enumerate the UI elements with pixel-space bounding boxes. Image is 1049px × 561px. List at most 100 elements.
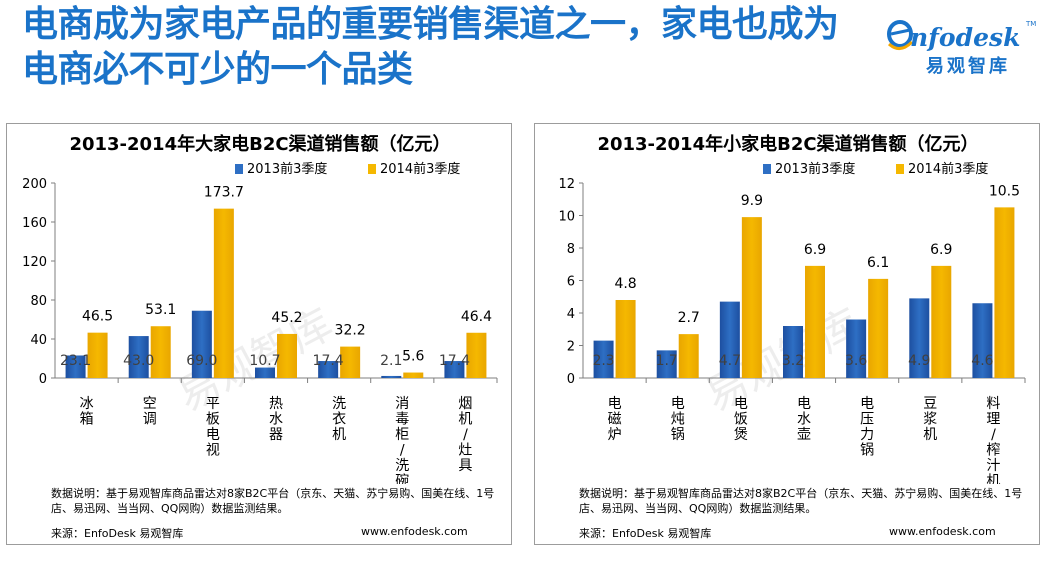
x-category-label: 洗衣机 [332, 396, 346, 443]
y-tick-label: 160 [22, 216, 47, 231]
bar-2013 [65, 355, 86, 378]
data-label-2014: 6.9 [930, 242, 952, 258]
bar-2014 [805, 265, 825, 378]
data-note: 数据说明：基于易观智库商品雷达对8家B2C平台（京东、天猫、苏宁易购、国美在线、… [579, 487, 1023, 515]
x-category-label: 消毒柜/洗碗机 [395, 396, 409, 484]
chart-panel-large-appliances: 2013-2014年大家电B2C渠道销售额（亿元） 易观智库 2013前3季度 201… [6, 123, 512, 545]
bar-2013 [255, 367, 275, 378]
chart-title: 2013-2014年小家电B2C渠道销售额（亿元） [597, 133, 978, 155]
data-label-2013: 4.7 [719, 353, 741, 369]
bar-2014 [340, 346, 361, 378]
x-category-label: 豆浆机 [923, 396, 937, 443]
data-label-2013: 17.4 [439, 353, 470, 369]
x-category-label: 烟机/灶具 [458, 396, 472, 474]
logo-wordmark: nfodesk [910, 23, 1020, 52]
bar-2014 [87, 332, 108, 378]
data-label-2013: 69.0 [186, 353, 217, 369]
bar-2013 [909, 298, 930, 378]
page-headline: 电商成为家电产品的重要销售渠道之一，家电也成为 电商必不可少的一个品类 [22, 2, 872, 92]
legend-swatch-2013 [763, 164, 771, 174]
data-label-2014: 4.8 [614, 276, 636, 292]
y-tick-label: 2 [567, 340, 575, 355]
data-label-2013: 2.3 [592, 353, 614, 369]
data-label-2013: 17.4 [313, 353, 344, 369]
bar-2013 [656, 350, 677, 378]
x-category-label: 电水壶 [797, 396, 811, 443]
data-label-2013: 3.2 [782, 353, 804, 369]
headline-line-1: 电商成为家电产品的重要销售渠道之一，家电也成为 [22, 4, 839, 45]
chart-title: 2013-2014年大家电B2C渠道销售额（亿元） [69, 133, 450, 155]
data-note: 数据说明：基于易观智库商品雷达对8家B2C平台（京东、天猫、苏宁易购、国美在线、… [51, 487, 495, 515]
bar-2014 [213, 208, 234, 378]
bar-2013 [719, 301, 740, 378]
source-url: www.enfodesk.com [889, 525, 996, 538]
bar-2013 [191, 310, 212, 378]
data-label-2014: 173.7 [204, 185, 244, 201]
x-category-label: 空调 [143, 396, 157, 428]
data-label-2013: 4.9 [908, 353, 930, 369]
legend-swatch-2014 [896, 164, 904, 174]
bar-2013 [318, 361, 339, 378]
data-label-2014: 6.9 [804, 242, 826, 258]
legend-label-2014: 2014前3季度 [380, 161, 460, 177]
x-category-label: 电压力锅 [860, 396, 874, 459]
x-category-label: 平板电视 [206, 396, 220, 459]
x-category-label: 冰箱 [80, 396, 94, 428]
source-text: 来源：EnfoDesk 易观智库 [51, 527, 184, 540]
data-label-2014: 9.9 [741, 193, 763, 209]
legend-swatch-2013 [235, 164, 243, 174]
data-label-2014: 46.5 [82, 309, 113, 325]
data-label-2014: 53.1 [145, 302, 176, 318]
y-tick-label: 8 [567, 242, 575, 257]
y-tick-label: 80 [30, 294, 47, 309]
y-tick-label: 200 [22, 177, 47, 192]
source-text: 来源：EnfoDesk 易观智库 [579, 527, 712, 540]
chart-legend: 2013前3季度 2014前3季度 [235, 161, 460, 177]
data-label-2013: 10.7 [249, 353, 280, 369]
enfodesk-logo: nfodesk TM 易观智库 [887, 20, 1036, 77]
legend-label-2013: 2013前3季度 [775, 161, 855, 177]
chart-panel-small-appliances: 2013-2014年小家电B2C渠道销售额（亿元） 易观智库 2013前3季度 201… [534, 123, 1040, 545]
y-tick-label: 10 [558, 210, 575, 225]
y-tick-label: 40 [30, 333, 47, 348]
bar-2014 [150, 326, 171, 378]
data-label-2013: 3.6 [845, 353, 867, 369]
logo-e-swirl-icon [887, 20, 914, 50]
data-label-2013: 1.7 [656, 353, 678, 369]
bar-2014 [994, 207, 1015, 378]
data-label-2014: 2.7 [678, 310, 700, 326]
data-label-2013: 23.1 [60, 353, 91, 369]
x-category-label: 料理/榨汁机 [986, 396, 1000, 484]
bar-2014 [931, 265, 952, 378]
y-tick-label: 4 [567, 307, 575, 322]
bar-2014 [466, 332, 487, 378]
bar-2014 [403, 372, 424, 378]
bar-2014 [277, 333, 297, 378]
bar-2013 [444, 361, 465, 378]
bar-2014 [678, 334, 699, 378]
bar-2013 [128, 336, 149, 378]
bar-2013 [846, 319, 867, 378]
logo-chinese: 易观智库 [926, 55, 1010, 77]
y-tick-label: 12 [558, 177, 575, 192]
x-category-label: 电饭煲 [734, 396, 748, 443]
bar-2014 [741, 217, 762, 378]
data-label-2014: 46.4 [461, 309, 492, 325]
bar-2013 [593, 340, 614, 378]
x-category-label: 电炖锅 [671, 396, 685, 443]
x-category-label: 电磁炉 [608, 396, 622, 443]
chart-legend: 2013前3季度 2014前3季度 [763, 161, 988, 177]
data-label-2013: 4.6 [971, 353, 993, 369]
data-label-2014: 45.2 [271, 310, 302, 326]
headline-line-2: 电商必不可少的一个品类 [22, 49, 413, 90]
y-tick-label: 6 [567, 275, 575, 290]
data-label-2014: 5.6 [402, 349, 424, 365]
legend-swatch-2014 [368, 164, 376, 174]
y-tick-label: 120 [22, 255, 47, 270]
source-url: www.enfodesk.com [361, 525, 468, 538]
y-tick-label: 0 [567, 372, 575, 387]
data-label-2013: 43.0 [123, 353, 154, 369]
legend-label-2013: 2013前3季度 [247, 161, 327, 177]
